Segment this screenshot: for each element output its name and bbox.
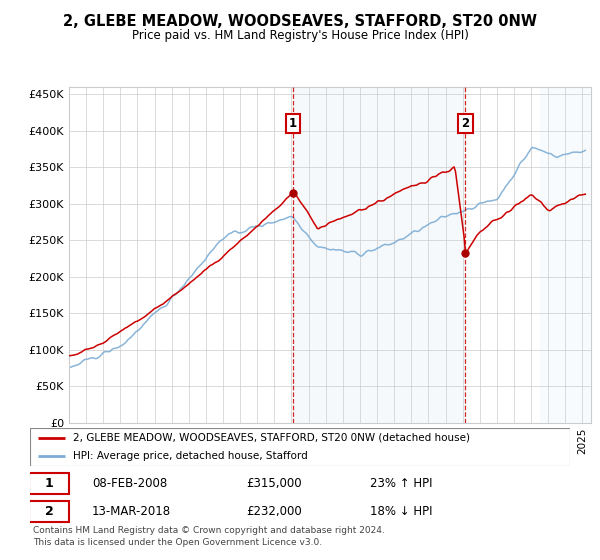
Text: 08-FEB-2008: 08-FEB-2008 bbox=[92, 477, 167, 490]
Text: 1: 1 bbox=[44, 477, 53, 490]
Text: £315,000: £315,000 bbox=[246, 477, 302, 490]
Text: 18% ↓ HPI: 18% ↓ HPI bbox=[370, 505, 433, 518]
Text: Contains HM Land Registry data © Crown copyright and database right 2024.
This d: Contains HM Land Registry data © Crown c… bbox=[33, 526, 385, 547]
Bar bbox=[539, 87, 591, 423]
FancyBboxPatch shape bbox=[30, 428, 570, 466]
Text: HPI: Average price, detached house, Stafford: HPI: Average price, detached house, Staf… bbox=[73, 451, 308, 461]
Text: 2: 2 bbox=[44, 505, 53, 518]
Text: 13-MAR-2018: 13-MAR-2018 bbox=[92, 505, 171, 518]
Bar bbox=[293, 87, 466, 423]
Text: 2: 2 bbox=[461, 117, 470, 130]
Bar bbox=[539, 87, 591, 423]
FancyBboxPatch shape bbox=[29, 473, 70, 494]
Text: 2, GLEBE MEADOW, WOODSEAVES, STAFFORD, ST20 0NW (detached house): 2, GLEBE MEADOW, WOODSEAVES, STAFFORD, S… bbox=[73, 433, 470, 443]
Text: £232,000: £232,000 bbox=[246, 505, 302, 518]
FancyBboxPatch shape bbox=[29, 501, 70, 522]
Text: Price paid vs. HM Land Registry's House Price Index (HPI): Price paid vs. HM Land Registry's House … bbox=[131, 29, 469, 42]
Text: 2, GLEBE MEADOW, WOODSEAVES, STAFFORD, ST20 0NW: 2, GLEBE MEADOW, WOODSEAVES, STAFFORD, S… bbox=[63, 14, 537, 29]
Text: 23% ↑ HPI: 23% ↑ HPI bbox=[370, 477, 433, 490]
Text: 1: 1 bbox=[289, 117, 297, 130]
